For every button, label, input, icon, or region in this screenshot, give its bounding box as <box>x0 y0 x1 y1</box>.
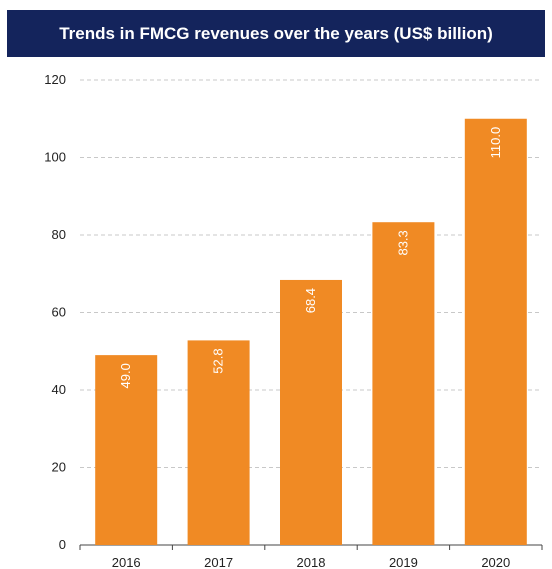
x-tick-label: 2020 <box>481 555 510 569</box>
y-tick-label: 120 <box>44 72 66 87</box>
y-tick-label: 40 <box>52 382 66 397</box>
x-tick-label: 2019 <box>389 555 418 569</box>
x-tick-label: 2018 <box>297 555 326 569</box>
bar <box>372 222 435 545</box>
y-tick-label: 60 <box>52 305 66 320</box>
bar-value-label: 110.0 <box>488 127 503 159</box>
bar <box>464 118 527 545</box>
x-tick-label: 2016 <box>112 555 141 569</box>
bar <box>187 340 250 545</box>
bar-value-label: 52.8 <box>211 348 226 373</box>
y-tick-label: 20 <box>52 460 66 475</box>
y-tick-label: 0 <box>59 537 66 552</box>
y-tick-label: 80 <box>52 227 66 242</box>
bar-value-label: 68.4 <box>303 288 318 313</box>
bar-value-label: 83.3 <box>395 230 410 255</box>
bar <box>280 279 342 545</box>
bar-value-label: 49.0 <box>118 363 133 388</box>
chart-title: Trends in FMCG revenues over the years (… <box>7 10 545 57</box>
y-tick-label: 100 <box>44 150 66 165</box>
bar <box>95 355 158 545</box>
x-tick-label: 2017 <box>204 555 233 569</box>
